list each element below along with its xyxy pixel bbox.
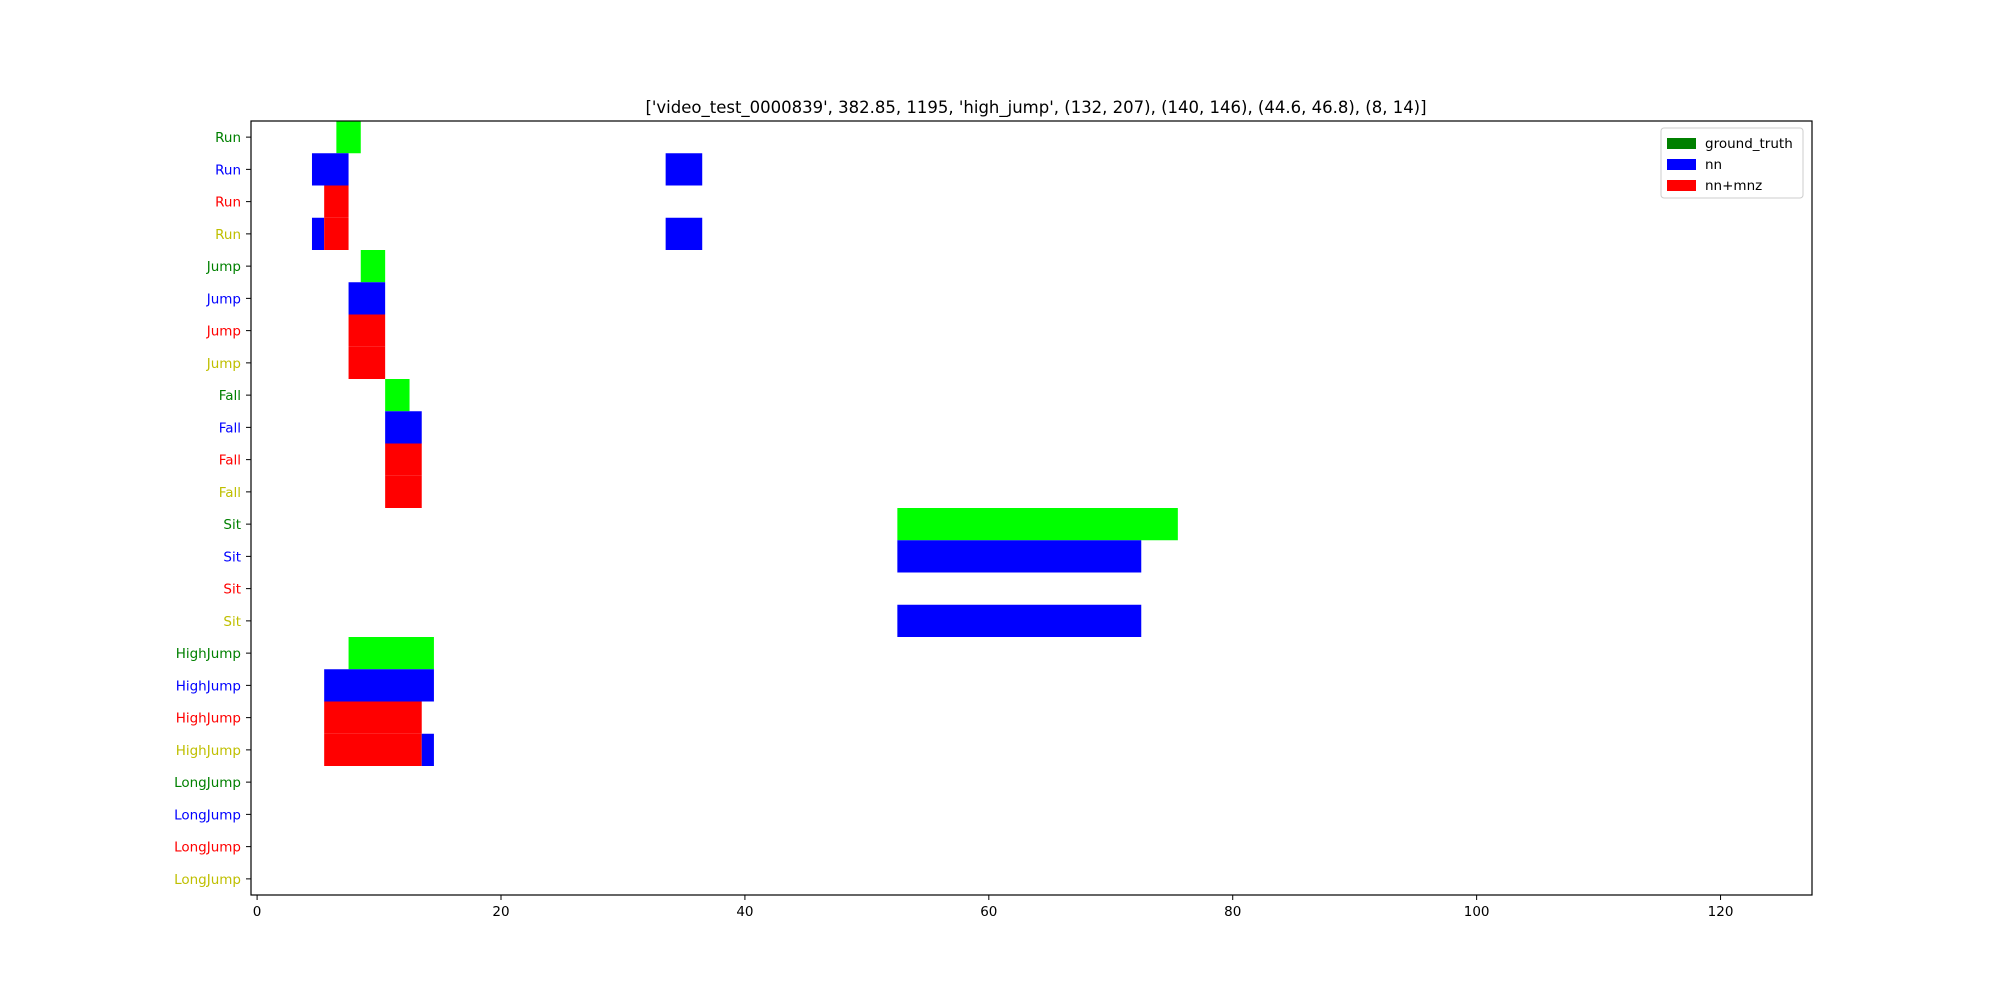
legend-label: ground_truth <box>1705 136 1793 152</box>
segment-bar <box>324 217 349 250</box>
y-tick-label: Run <box>215 162 241 178</box>
segment-bar <box>421 733 434 766</box>
x-tick-label: 40 <box>736 904 753 920</box>
segment-bar <box>348 282 386 315</box>
segment-bar <box>348 637 434 670</box>
x-axis: 0 20 40 60 80 100 120 <box>253 895 1734 920</box>
x-tick-label: 20 <box>492 904 509 920</box>
y-tick-label: Fall <box>219 453 241 469</box>
segment-bar <box>897 540 1142 573</box>
segment-bar <box>348 346 386 379</box>
legend-label: nn+mnz <box>1705 178 1762 194</box>
y-tick-label: Run <box>215 130 241 146</box>
plot-frame <box>250 120 1813 896</box>
y-tick-label: HighJump <box>176 743 241 759</box>
segment-bar <box>385 411 422 444</box>
y-tick-label: Sit <box>223 549 241 565</box>
y-tick-label: Sit <box>223 582 241 598</box>
y-tick-label: LongJump <box>174 840 241 856</box>
y-tick-label: Sit <box>223 517 241 533</box>
x-tick-label: 100 <box>1464 904 1490 920</box>
chart-title: ['video_test_0000839', 382.85, 1195, 'hi… <box>645 98 1426 118</box>
y-tick-label: Sit <box>223 614 241 630</box>
segment-bar <box>665 217 703 250</box>
segment-bar <box>324 669 434 702</box>
legend-swatch <box>1667 159 1696 170</box>
y-tick-labels: Run Run Run Run Jump Jump Jump Jump Fall Fall Fall… <box>174 130 251 888</box>
segment-bar <box>311 217 325 250</box>
x-tick-label: 80 <box>1224 904 1241 920</box>
segment-bar <box>324 185 349 218</box>
y-tick-label: Fall <box>219 388 241 404</box>
segment-bar <box>897 508 1178 541</box>
y-tick-label: Jump <box>206 291 241 307</box>
segment-bar <box>360 250 386 283</box>
segment-bar <box>324 701 422 734</box>
y-tick-label: HighJump <box>176 678 241 694</box>
segment-bar <box>348 314 386 347</box>
x-tick-label: 60 <box>980 904 997 920</box>
y-tick-label: HighJump <box>176 711 241 727</box>
y-tick-label: Jump <box>206 259 241 275</box>
y-tick-label: Jump <box>206 356 241 372</box>
segment-bar <box>897 604 1142 637</box>
legend-box <box>1660 127 1804 199</box>
y-tick-label: HighJump <box>176 646 241 662</box>
segment-bar <box>385 379 410 412</box>
y-tick-label: Fall <box>219 485 241 501</box>
y-tick-label: Run <box>215 195 241 211</box>
y-tick-label: LongJump <box>174 872 241 888</box>
x-tick-label: 120 <box>1708 904 1734 920</box>
y-tick-label: LongJump <box>174 807 241 823</box>
y-tick-label: Run <box>215 227 241 243</box>
legend-swatch <box>1667 138 1696 149</box>
segment-bar <box>385 475 422 508</box>
legend-label: nn <box>1705 157 1722 173</box>
segments-layer <box>311 121 1178 766</box>
segment-bar <box>665 153 703 186</box>
x-tick-label: 0 <box>253 904 262 920</box>
y-tick-label: Jump <box>206 324 241 340</box>
y-tick-label: Fall <box>219 420 241 436</box>
legend-swatch <box>1667 180 1696 191</box>
segment-bar <box>311 153 349 186</box>
y-tick-label: LongJump <box>174 775 241 791</box>
segment-bar <box>336 121 361 154</box>
segment-bar <box>324 733 422 766</box>
segment-bar <box>385 443 422 476</box>
